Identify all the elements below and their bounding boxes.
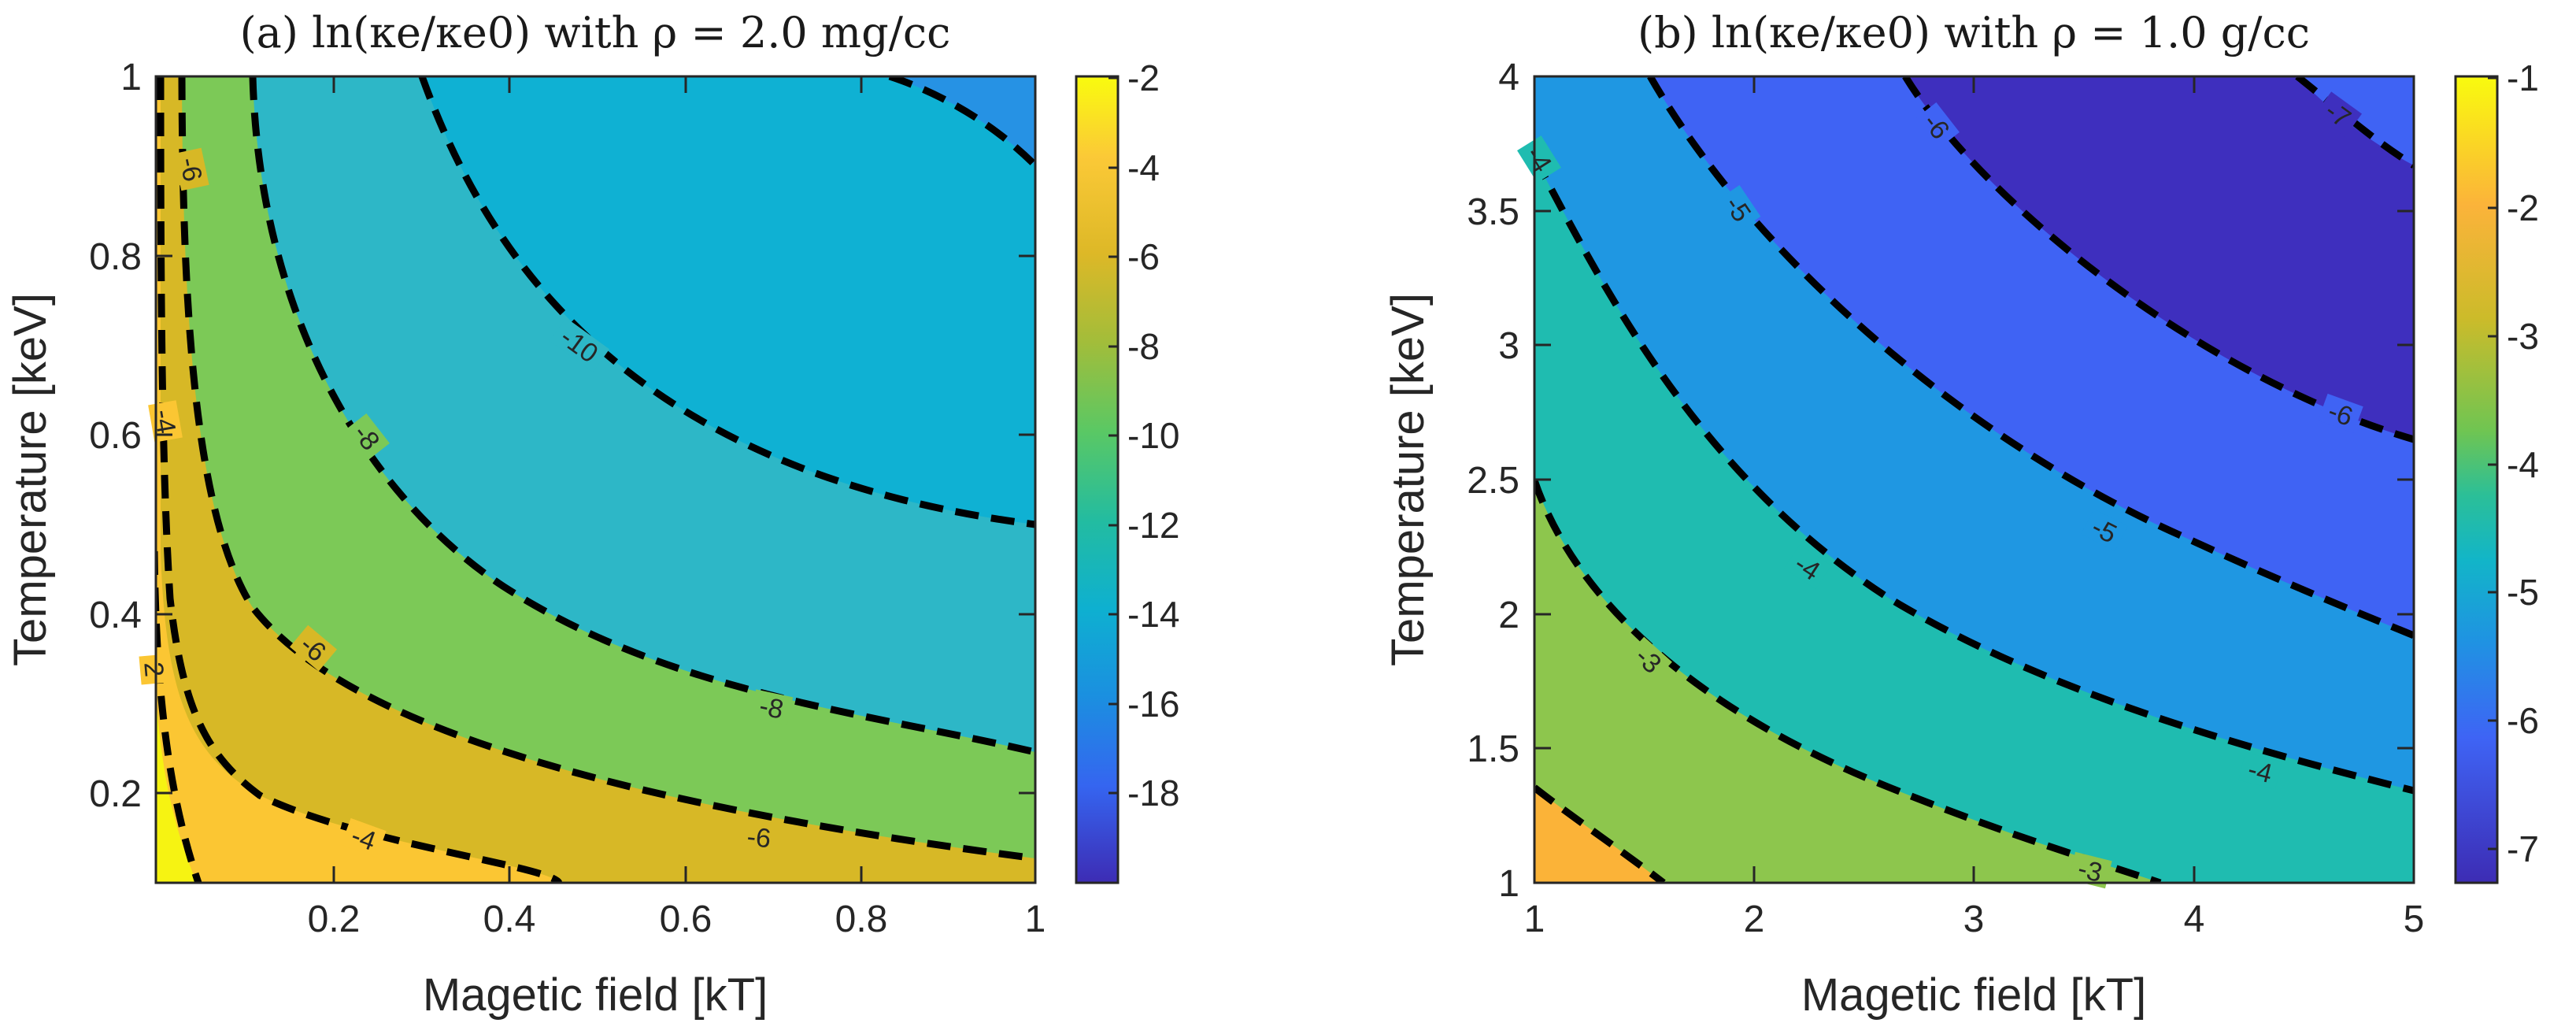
panel-a-colorbar-tick-label: -4 — [1127, 147, 1160, 188]
panel-a-title: (a) ln(κe/κe0) with ρ = 2.0 mg/cc — [240, 8, 951, 57]
panel-a-contour-label-bg — [290, 624, 337, 672]
panel-a-y-axis-label: Temperature [keV] — [5, 293, 56, 666]
panel-a-y-axis: 0.2 0.4 0.6 0.8 1 Temperature [keV] — [5, 57, 1035, 815]
panel-a-y-tick-label: 0.6 — [89, 415, 142, 457]
panel-b-x-axis: 1 2 3 4 5 Magetic field [kT] — [1524, 76, 2425, 1021]
panel-a-x-tick-label: 1 — [1025, 899, 1046, 940]
panel-b-contour-line-m4 — [1534, 155, 2414, 795]
panel-b-contour-label-bg — [1784, 544, 1831, 590]
panel-b-contour-label-bg — [2081, 509, 2128, 551]
panel-a-colorbar-tick-label: -6 — [1127, 236, 1160, 277]
panel-b-contour-label-bg — [1517, 135, 1561, 183]
panel-b-contour-label-bg — [2068, 851, 2112, 889]
panel-a-contour-label-bg — [173, 147, 209, 191]
panel-b-contour-label-bg — [2238, 752, 2282, 790]
panel-a-region-below-m4 — [156, 76, 559, 883]
panel-b-colorbar-tick-label: -2 — [2507, 187, 2539, 228]
panel-a-contour-line-m4 — [157, 76, 563, 883]
panel-b-contour-label-bg — [1715, 185, 1761, 232]
panel-a-colorbar-scale — [1075, 75, 1120, 884]
panel-b-y-tick-label: 4 — [1498, 57, 1519, 98]
panel-a-region-below-m8 — [156, 76, 1035, 883]
panel-b-x-tick-label: 1 — [1524, 899, 1545, 940]
panel-a-colorbar-tick-label: -10 — [1127, 415, 1179, 456]
panel-a-colorbar-tick-label: -18 — [1127, 773, 1179, 813]
panel-b-contour-line-m3 — [1534, 479, 2162, 883]
panel-b-y-tick-label: 3 — [1498, 325, 1519, 367]
panel-b-y-tick-label: 2.5 — [1467, 460, 1519, 502]
panel-b-colorbar-scale — [2454, 75, 2499, 884]
panel-a: (a) ln(κe/κe0) with ρ = 2.0 mg/cc -6 -4 … — [5, 8, 1179, 1021]
panel-a-region-below-m2 — [156, 693, 197, 883]
panel-a-x-axis: 0.2 0.4 0.6 0.8 1 Magetic field [kT] — [308, 76, 1046, 1021]
panel-b: (b) ln(κe/κe0) with ρ = 1.0 g/cc -4 -5 -… — [1382, 8, 2539, 1021]
panel-b-colorbar-tick-label: -5 — [2507, 572, 2539, 613]
panel-b-x-tick-label: 5 — [2404, 899, 2425, 940]
panel-b-colorbar-tick-label: -6 — [2507, 700, 2539, 741]
panel-b-region-below-m4 — [1534, 480, 2160, 883]
panel-b-colorbar-tick-label: -4 — [2507, 444, 2539, 485]
panel-b-colorbar: -1 -2 -3 -4 -5 -6 -7 — [2454, 57, 2539, 884]
panel-a-y-tick-label: 0.4 — [89, 595, 142, 636]
panel-b-contour-label-bg — [1625, 636, 1672, 684]
panel-b-x-tick-label: 2 — [1744, 899, 1765, 940]
panel-a-axes-box — [154, 75, 1037, 884]
panel-b-colorbar-tick-label: -3 — [2507, 316, 2539, 357]
panel-a-y-tick-label: 1 — [120, 57, 142, 98]
panel-a-contour-line-m6 — [178, 76, 1035, 862]
panel-a-contour-label: 2 — [138, 661, 169, 678]
panel-b-y-tick-label: 1 — [1498, 863, 1519, 905]
panel-b-contour-lines — [1534, 76, 2414, 883]
panel-a-contour-fill — [156, 76, 1035, 883]
panel-b-y-axis: 1 1.5 2 2.5 3 3.5 4 Temperature [keV] — [1382, 57, 2414, 905]
panel-a-colorbar-tick-label: -12 — [1127, 505, 1179, 546]
panel-a-y-tick-label: 0.8 — [89, 236, 142, 278]
panel-b-y-tick-label: 3.5 — [1467, 191, 1519, 233]
panel-a-contour-line-m12 — [888, 76, 1035, 169]
panel-b-x-tick-label: 3 — [1963, 899, 1985, 940]
panel-a-x-tick-label: 0.2 — [308, 899, 361, 940]
panel-a-contour-label-bg — [341, 817, 387, 858]
panel-b-region-below-m5 — [1534, 158, 2414, 883]
panel-b-y-tick-label: 2 — [1498, 595, 1519, 636]
panel-a-contour-label-bg — [549, 317, 610, 372]
panel-b-contour-line-m2 — [1534, 784, 1666, 883]
panel-b-y-tick-label: 1.5 — [1467, 728, 1519, 770]
panel-a-contour-label: -4 — [148, 407, 182, 435]
panel-a-colorbar-tick-label: -2 — [1127, 57, 1160, 98]
panel-b-contour-label-bg — [1914, 102, 1960, 150]
panel-a-contour-label: -6 — [746, 822, 772, 854]
panel-b-contour-label-bg — [2318, 393, 2363, 434]
panel-a-region-above-m10 — [422, 76, 1035, 524]
panel-b-y-axis-label: Temperature [keV] — [1382, 293, 1434, 666]
panel-a-x-tick-label: 0.6 — [660, 899, 712, 940]
panel-a-contour-label-bg — [738, 821, 779, 854]
panel-b-contour-line-m5 — [1647, 76, 2414, 639]
panel-a-x-axis-label: Magetic field [kT] — [423, 969, 768, 1021]
panel-a-contour-labels: -6 -4 2 -10 -8 -6 -8 -4 -6 — [138, 147, 794, 858]
panel-a-y-tick-label: 0.2 — [89, 773, 142, 815]
panel-b-title: (b) ln(κe/κe0) with ρ = 1.0 g/cc — [1638, 8, 2310, 57]
panel-b-x-tick-label: 4 — [2184, 899, 2205, 940]
panel-a-contour-label-bg — [139, 654, 170, 685]
panel-b-colorbar-tick-label: -7 — [2507, 828, 2539, 869]
panel-a-x-tick-label: 0.4 — [483, 899, 536, 940]
panel-a-x-tick-label: 0.8 — [835, 899, 888, 940]
panel-a-contour-line-m8 — [249, 76, 1035, 756]
panel-b-region-below-m7-corner — [1905, 76, 2414, 439]
panel-b-contour-line-m7 — [2295, 76, 2414, 169]
panel-a-colorbar-tick-label: -8 — [1127, 326, 1160, 367]
panel-a-region-above-m12 — [890, 76, 1035, 165]
panel-a-contour-label-bg — [749, 689, 794, 725]
panel-a-colorbar-tick-label: -14 — [1127, 594, 1179, 635]
panel-a-contour-line-m2 — [156, 550, 202, 883]
panel-b-colorbar-tick-label: -1 — [2507, 57, 2539, 98]
panel-a-colorbar: -2 -4 -6 -8 -10 -12 -14 -16 -18 — [1075, 57, 1179, 884]
panel-b-contour-line-m6 — [1902, 76, 2414, 443]
panel-a-contour-label-bg — [344, 413, 390, 461]
panel-b-contour-label-bg — [2315, 91, 2362, 137]
panel-b-x-axis-label: Magetic field [kT] — [1801, 969, 2146, 1021]
panel-a-colorbar-tick-label: -16 — [1127, 684, 1179, 725]
